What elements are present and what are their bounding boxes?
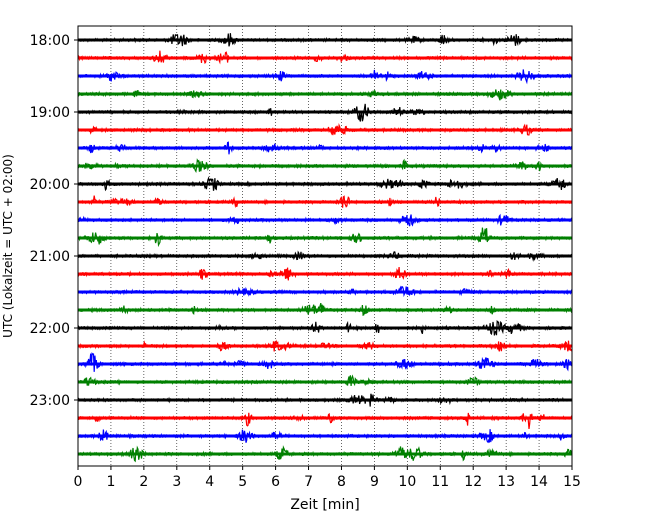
x-tick-label-8: 8 bbox=[337, 474, 346, 490]
x-tick-label-15: 15 bbox=[563, 474, 581, 490]
plot-frame bbox=[77, 25, 573, 467]
x-tick-label-12: 12 bbox=[464, 474, 482, 490]
x-tick-label-7: 7 bbox=[304, 474, 313, 490]
y-axis-label: UTC (Lokalzeit = UTC + 02:00) bbox=[1, 154, 15, 338]
y-tick-label-2200: 22:00 bbox=[30, 321, 70, 337]
y-tick-label-1800: 18:00 bbox=[30, 33, 70, 49]
x-tick-label-0: 0 bbox=[74, 474, 83, 490]
x-tick-label-14: 14 bbox=[530, 474, 548, 490]
y-tick-label-2300: 23:00 bbox=[30, 393, 70, 409]
x-tick-label-3: 3 bbox=[172, 474, 181, 490]
y-axis-ticks: 18:00 19:00 20:00 21:00 22:00 23:00 bbox=[30, 33, 78, 409]
x-tick-label-5: 5 bbox=[238, 474, 247, 490]
x-tick-label-9: 9 bbox=[370, 474, 379, 490]
x-axis-label: Zeit [min] bbox=[290, 497, 359, 513]
x-tick-label-13: 13 bbox=[497, 474, 515, 490]
y-tick-label-1900: 19:00 bbox=[30, 105, 70, 121]
x-tick-label-2: 2 bbox=[139, 474, 148, 490]
y-tick-label-2000: 20:00 bbox=[30, 177, 70, 193]
x-tick-label-11: 11 bbox=[431, 474, 449, 490]
x-tick-label-4: 4 bbox=[205, 474, 214, 490]
x-tick-label-10: 10 bbox=[398, 474, 416, 490]
x-tick-label-1: 1 bbox=[106, 474, 115, 490]
plot-background bbox=[78, 26, 572, 466]
grid-lines bbox=[110, 26, 540, 466]
y-tick-label-2100: 21:00 bbox=[30, 249, 70, 265]
x-axis-ticks: 0 1 2 3 4 5 6 7 8 9 10 11 12 13 14 15 bbox=[74, 466, 581, 490]
seismic-traces bbox=[77, 33, 573, 463]
x-tick-label-6: 6 bbox=[271, 474, 280, 490]
